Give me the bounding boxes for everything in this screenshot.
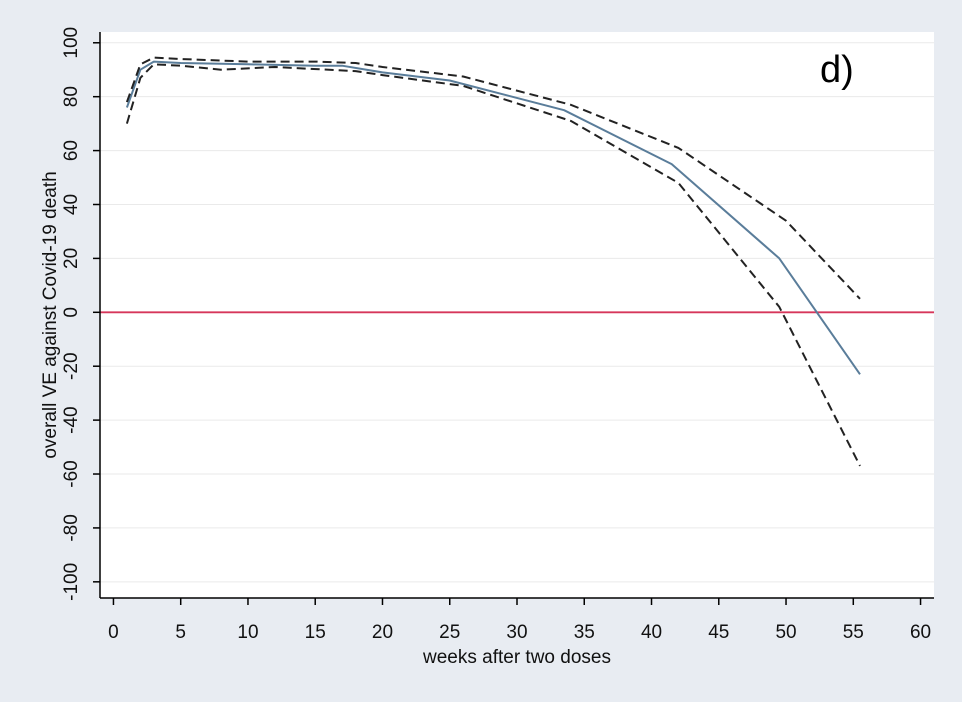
x-tick-labels: 0 5 10 15 20 25 30 35 40 45 50 55 60 [108, 622, 931, 643]
y-tick-label-0: 100 [61, 27, 82, 59]
x-tick-label-0: 0 [108, 622, 119, 643]
x-tick-label-1: 5 [175, 622, 186, 643]
x-tick-label-4: 20 [372, 622, 393, 643]
series-line-upper-ci [125, 56, 861, 300]
y-tick-labels: 100 80 60 40 20 0 -20 -40 -60 -80 -100 [61, 27, 82, 601]
x-tick-label-9: 45 [708, 622, 729, 643]
y-tick-label-5: 0 [61, 307, 82, 318]
axes [93, 32, 934, 605]
series-line-lower-ci [125, 63, 861, 467]
x-tick-label-2: 10 [237, 622, 258, 643]
y-tick-label-6: -20 [61, 352, 82, 379]
x-tick-label-8: 40 [641, 622, 662, 643]
y-tick-label-8: -60 [61, 460, 82, 487]
y-tick-label-7: -40 [61, 406, 82, 433]
panel-label: d) [820, 49, 854, 91]
plot-area [100, 32, 934, 598]
x-tick-label-3: 15 [305, 622, 326, 643]
x-tick-label-5: 25 [439, 622, 460, 643]
y-tick-label-4: 20 [61, 248, 82, 269]
y-tick-label-10: -100 [61, 563, 82, 601]
y-axis-title: overall VE against Covid-19 death [40, 171, 61, 458]
y-tick-label-2: 60 [61, 140, 82, 161]
x-tick-label-6: 30 [506, 622, 527, 643]
y-tick-label-1: 80 [61, 86, 82, 107]
series-line-estimate [125, 60, 861, 375]
series-group [125, 56, 861, 467]
x-tick-label-10: 50 [775, 622, 796, 643]
x-axis-title: weeks after two doses [422, 647, 611, 668]
x-tick-label-12: 60 [910, 622, 931, 643]
grid-lines [100, 42, 934, 583]
y-tick-label-3: 40 [61, 194, 82, 215]
x-tick-label-11: 55 [843, 622, 864, 643]
y-tick-label-9: -80 [61, 514, 82, 541]
x-tick-label-7: 35 [574, 622, 595, 643]
